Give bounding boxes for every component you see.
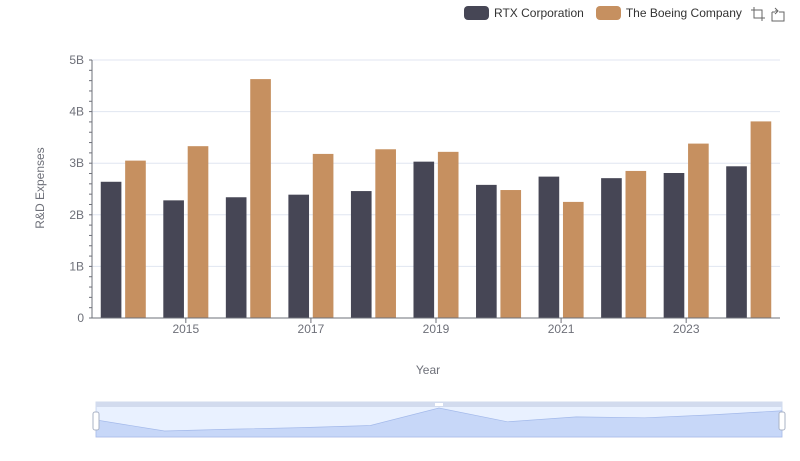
legend-label-rtx: RTX Corporation <box>494 6 584 20</box>
y-axis-title: R&D Expenses <box>33 147 47 228</box>
bar-rtx-2016 <box>225 197 247 318</box>
legend-label-boeing: The Boeing Company <box>625 6 742 20</box>
bar-boeing-2020 <box>500 190 522 318</box>
y-tick-label: 2B <box>69 208 84 222</box>
bar-boeing-2014 <box>125 160 146 318</box>
legend-swatch-rtx <box>464 6 489 20</box>
bar-rtx-2019 <box>413 161 435 318</box>
x-tick-label: 2023 <box>673 322 700 336</box>
zoom-move-handle <box>435 403 443 406</box>
bar-rtx-2015 <box>163 200 184 318</box>
y-tick-label: 0 <box>77 311 84 325</box>
legend-item-boeing[interactable]: The Boeing Company <box>595 6 742 20</box>
bar-boeing-2017 <box>312 153 334 318</box>
bar-boeing-2021 <box>562 201 584 318</box>
legend-swatch-boeing <box>595 6 621 20</box>
bar-rtx-2018 <box>350 191 372 318</box>
bar-boeing-2016 <box>250 79 271 318</box>
bar-rtx-2014 <box>100 181 122 318</box>
bar-rtx-2020 <box>476 184 497 318</box>
bar-boeing-2018 <box>375 149 396 318</box>
bar-boeing-2023 <box>688 143 709 318</box>
bar-rtx-2024 <box>726 166 747 318</box>
y-tick-label: 5B <box>69 53 84 67</box>
legend-item-rtx[interactable]: RTX Corporation <box>464 6 584 20</box>
y-tick-label: 4B <box>69 105 84 119</box>
bar-rtx-2017 <box>288 194 310 318</box>
bar-boeing-2022 <box>625 170 647 318</box>
bar-boeing-2019 <box>437 151 459 318</box>
y-tick-label: 1B <box>69 259 84 273</box>
bar-boeing-2024 <box>750 121 772 319</box>
y-tick-label: 3B <box>69 156 84 170</box>
zoom-preview-area <box>95 407 783 438</box>
restore-icon[interactable] <box>770 6 786 22</box>
bar-rtx-2021 <box>538 176 560 318</box>
x-tick-label: 2017 <box>298 322 325 336</box>
x-tick-label: 2021 <box>548 322 575 336</box>
bar-rtx-2023 <box>663 173 685 318</box>
toolbox <box>746 6 786 22</box>
x-tick-label: 2015 <box>172 322 199 336</box>
zoom-icon[interactable] <box>750 6 766 22</box>
bar-rtx-2022 <box>601 178 622 318</box>
zoom-handle-left[interactable] <box>92 411 100 431</box>
x-axis-title: Year <box>416 363 440 377</box>
x-tick-label: 2019 <box>423 322 450 336</box>
zoom-handle-right[interactable] <box>778 411 786 431</box>
zoom-selected-range <box>96 402 782 437</box>
legend: RTX Corporation The Boeing Company <box>464 4 754 22</box>
bar-boeing-2015 <box>187 146 209 318</box>
